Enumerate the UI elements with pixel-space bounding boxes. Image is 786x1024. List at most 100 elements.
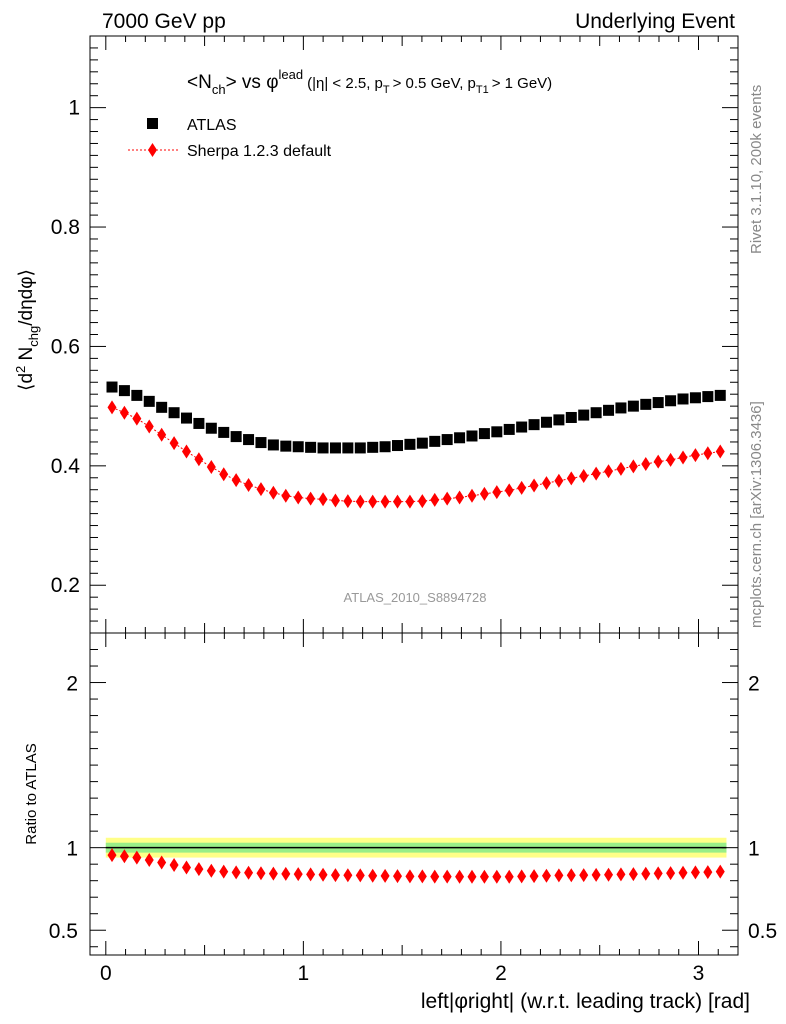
atlas-point: [665, 395, 677, 407]
sherpa-point: [628, 459, 638, 474]
legend-sherpa-label: Sherpa 1.2.3 default: [187, 143, 332, 160]
sherpa-point: [405, 494, 415, 509]
y-tick-label-main: 1: [68, 97, 80, 120]
atlas-point: [565, 411, 577, 423]
ratio-uncertainty-band: [105, 837, 727, 858]
sherpa-point: [194, 452, 204, 467]
ratio-point: [591, 867, 601, 882]
ratio-point: [529, 869, 539, 884]
sherpa-point: [268, 485, 278, 500]
title-prefix: <N: [187, 72, 212, 93]
ratio-point: [641, 866, 651, 881]
title-pt-subscript: T: [383, 84, 390, 96]
ratio-point: [653, 866, 663, 881]
sherpa-point: [330, 493, 340, 508]
ratio-point: [566, 868, 576, 883]
sherpa-point: [281, 488, 291, 503]
ratio-point: [157, 855, 167, 870]
y-tick-label-ratio-right: 1: [748, 838, 760, 861]
ratio-point: [268, 866, 278, 881]
sherpa-point: [442, 491, 452, 506]
ratio-point: [144, 853, 154, 868]
ratio-series: [107, 848, 725, 884]
sherpa-point: [132, 411, 142, 426]
ylabel-superscript: 2: [13, 366, 28, 373]
atlas-point: [329, 442, 341, 454]
atlas-point: [305, 441, 317, 453]
atlas-point: [503, 423, 515, 435]
x-tick-label: 1: [298, 962, 310, 985]
ratio-point: [330, 868, 340, 883]
sherpa-point: [169, 436, 179, 451]
atlas-point: [454, 432, 466, 444]
sherpa-point: [119, 405, 129, 420]
ratio-point: [318, 867, 328, 882]
sherpa-point: [604, 464, 614, 479]
ratio-point: [244, 865, 254, 880]
atlas-point: [168, 407, 180, 419]
ratio-point: [368, 868, 378, 883]
sherpa-point: [579, 468, 589, 483]
ratio-point: [206, 863, 216, 878]
ratio-plot-frame: [89, 632, 739, 956]
atlas-point: [640, 398, 652, 410]
legend: ATLAS Sherpa 1.2.3 default: [128, 117, 332, 160]
y-tick-label-ratio-right: 2: [748, 673, 760, 696]
ratio-point: [281, 866, 291, 881]
ratio-point: [666, 866, 676, 881]
atlas-point: [615, 402, 627, 414]
atlas-point: [528, 419, 540, 431]
sherpa-point: [368, 494, 378, 509]
atlas-point: [379, 441, 391, 453]
sherpa-point: [703, 446, 713, 461]
atlas-point: [677, 393, 689, 405]
atlas-point: [255, 437, 267, 449]
sherpa-point: [541, 476, 551, 491]
atlas-point: [143, 395, 155, 407]
sherpa-point: [256, 482, 266, 497]
atlas-point: [118, 385, 130, 397]
ratio-point: [579, 868, 589, 883]
y-tick-label-ratio-left: 0.5: [49, 920, 78, 943]
ratio-point: [393, 869, 403, 884]
ratio-point: [703, 865, 713, 880]
atlas-point: [193, 417, 205, 429]
ratio-point: [541, 868, 551, 883]
ratio-point: [554, 868, 564, 883]
header-collision-label: 7000 GeV pp: [102, 10, 226, 33]
header-analysis-label: Underlying Event: [575, 10, 735, 33]
title-cuts-b: > 0.5 GeV, p: [393, 75, 476, 92]
atlas-point: [205, 422, 217, 434]
title-ch-subscript: ch: [212, 82, 226, 97]
sherpa-point: [666, 452, 676, 467]
atlas-point: [553, 414, 565, 426]
sherpa-point: [144, 419, 154, 434]
y-tick-label-main: 0.8: [51, 216, 80, 239]
sherpa-point: [591, 466, 601, 481]
atlas-point: [218, 426, 230, 438]
atlas-point: [156, 401, 168, 413]
atlas-point: [180, 412, 192, 424]
y-tick-label-ratio-left: 1: [66, 838, 78, 861]
sherpa-point: [504, 483, 514, 498]
title-cuts-c: > 1 GeV): [492, 75, 552, 92]
y-tick-label-main: 0.2: [51, 574, 80, 597]
sherpa-point: [343, 494, 353, 509]
rivet-version-label: Rivet 3.1.10, 200k events: [748, 85, 765, 254]
ratio-point: [517, 869, 527, 884]
sherpa-point: [517, 480, 527, 495]
atlas-point: [392, 440, 404, 452]
atlas-point: [131, 389, 143, 401]
x-tick-label: 2: [495, 962, 507, 985]
sherpa-point: [244, 477, 254, 492]
ratio-point: [628, 867, 638, 882]
ratio-point: [417, 869, 427, 884]
sherpa-point: [492, 485, 502, 500]
atlas-point: [603, 404, 615, 416]
x-axis-title: left|φright| (w.r.t. leading track) [rad…: [421, 990, 750, 1013]
atlas-point: [404, 438, 416, 450]
atlas-point: [441, 434, 453, 446]
atlas-point: [627, 400, 639, 412]
sherpa-point: [181, 444, 191, 459]
